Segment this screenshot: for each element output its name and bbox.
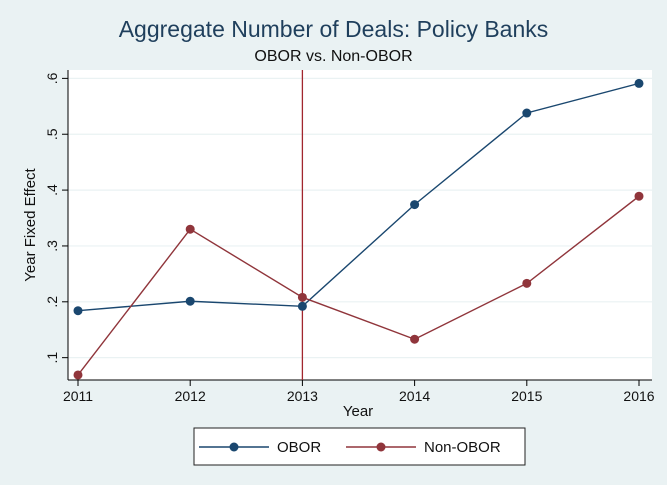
series-line-non-obor — [77, 195, 640, 376]
point-non-obor — [73, 370, 83, 380]
series-line-obor — [77, 82, 640, 312]
legend-items: OBOR Non-OBOR — [199, 439, 501, 456]
legend-marker-obor — [229, 442, 239, 452]
plot-area — [68, 70, 652, 380]
y-tick-label: .4 — [44, 184, 60, 196]
label-layer: Year Year Fixed Effect .1 .2 .3 .4 .5 .6 2011 2… — [22, 72, 655, 420]
point-obor — [634, 78, 644, 88]
y-tick-label: .2 — [44, 296, 60, 308]
x-tick-label: 2012 — [175, 388, 206, 404]
chart-subtitle: OBOR vs. Non-OBOR — [254, 48, 413, 65]
x-tick-label: 2014 — [399, 388, 430, 404]
legend-label-obor: OBOR — [277, 439, 321, 456]
point-non-obor — [185, 224, 195, 234]
x-tick-label: 2016 — [623, 388, 654, 404]
y-axis-label: Year Fixed Effect — [22, 167, 39, 281]
point-non-obor — [634, 191, 644, 201]
point-obor — [522, 108, 532, 118]
axis-layer — [62, 70, 652, 386]
x-axis-label: Year — [343, 403, 373, 420]
point-non-obor — [297, 292, 307, 302]
x-tick-label: 2015 — [511, 388, 542, 404]
grid-layer — [68, 77, 652, 359]
y-tick-label: .3 — [44, 240, 60, 252]
y-tick-label: .5 — [44, 128, 60, 140]
legend-label-non-obor: Non-OBOR — [424, 439, 501, 456]
chart-title: Aggregate Number of Deals: Policy Banks — [118, 16, 549, 42]
point-non-obor — [522, 278, 532, 288]
legend: OBOR Non-OBOR — [193, 427, 526, 466]
x-tick-label: 2013 — [287, 388, 318, 404]
y-tick-label: .6 — [44, 72, 60, 84]
point-obor — [185, 296, 195, 306]
x-tick-label: 2011 — [63, 388, 93, 404]
point-non-obor — [410, 334, 420, 344]
y-tick-label: .1 — [44, 352, 60, 364]
legend-marker-non-obor — [376, 442, 386, 452]
point-obor — [73, 306, 83, 316]
point-obor — [410, 200, 420, 210]
series-layer — [73, 78, 644, 380]
point-obor — [297, 301, 307, 311]
